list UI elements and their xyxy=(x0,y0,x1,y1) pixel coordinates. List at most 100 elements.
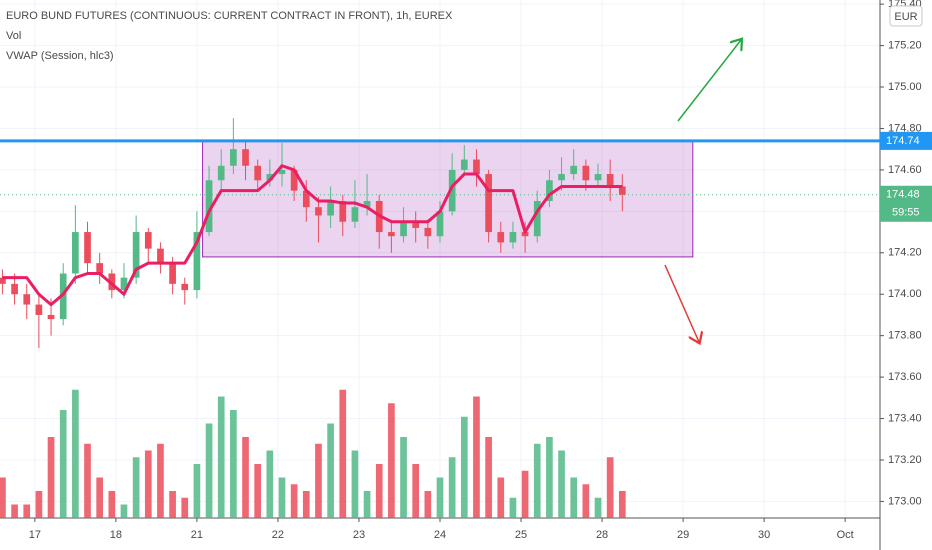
volume-bar xyxy=(521,470,529,518)
candle-body xyxy=(144,232,152,249)
volume-bar xyxy=(448,457,456,518)
y-tick-label: 173.20 xyxy=(888,454,922,466)
candle-body xyxy=(242,149,249,166)
volume-bar xyxy=(217,396,225,518)
volume-bar xyxy=(59,410,67,518)
candle-body xyxy=(278,169,286,175)
candle-body xyxy=(570,165,578,175)
candle-body xyxy=(473,159,480,175)
volume-bar xyxy=(424,491,432,518)
candle-body xyxy=(266,174,274,181)
x-tick-label: 23 xyxy=(353,529,365,541)
candle-body xyxy=(120,277,128,291)
candle-body xyxy=(618,186,626,195)
volume-bar xyxy=(35,491,43,518)
x-tick-label: 25 xyxy=(515,529,527,541)
volume-bar xyxy=(558,450,565,518)
volume-bar xyxy=(339,389,347,518)
legend-vol: Vol xyxy=(6,30,21,42)
volume-bar xyxy=(388,403,395,518)
candle-body xyxy=(412,221,420,228)
candle-body xyxy=(230,149,237,166)
candle-body xyxy=(424,227,432,237)
y-tick-label: 173.60 xyxy=(888,371,922,383)
candle-body xyxy=(558,174,565,181)
candle-body xyxy=(436,211,444,237)
x-tick-label: 24 xyxy=(434,529,446,541)
candle-body xyxy=(35,304,43,315)
y-tick-label: 173.00 xyxy=(888,495,922,507)
volume-bar xyxy=(497,477,505,518)
volume-bar xyxy=(84,443,91,518)
candle-body xyxy=(460,159,468,170)
candle-body xyxy=(509,232,517,243)
y-tick-label: 175.00 xyxy=(888,81,922,93)
last-price-label: 174.48 xyxy=(886,189,920,201)
y-tick-label: 174.80 xyxy=(888,122,922,134)
volume-bar xyxy=(193,464,201,518)
volume-bar xyxy=(473,396,480,518)
volume-bar xyxy=(582,484,590,518)
volume-bar xyxy=(0,477,6,518)
x-tick-label: 22 xyxy=(272,529,284,541)
candle-body xyxy=(84,232,91,264)
volume-bar xyxy=(302,491,310,518)
candle-body xyxy=(96,263,104,274)
volume-bar xyxy=(72,389,79,518)
volume-bar xyxy=(254,464,262,518)
y-tick-label: 174.60 xyxy=(888,164,922,176)
volume-bar xyxy=(290,484,298,518)
volume-bar xyxy=(242,437,249,518)
candle-body xyxy=(181,283,189,291)
up-arrow xyxy=(677,40,741,122)
candle-body xyxy=(448,169,456,212)
candle-body xyxy=(169,263,176,284)
candle-body xyxy=(363,200,371,208)
candle-body xyxy=(594,174,602,181)
x-tick-label: 18 xyxy=(110,529,122,541)
volume-bar xyxy=(181,497,189,518)
candle-body xyxy=(217,165,225,181)
candle-body xyxy=(485,174,492,233)
candle-body xyxy=(290,169,298,191)
volume-bar xyxy=(108,491,116,518)
down-arrow xyxy=(664,264,699,342)
currency-box[interactable] xyxy=(889,5,923,27)
candle-body xyxy=(205,180,213,233)
candle-body xyxy=(533,200,541,237)
last-price-box xyxy=(880,185,932,222)
candle-body xyxy=(315,207,322,216)
volume-bar xyxy=(157,443,164,518)
volume-bar xyxy=(351,450,359,518)
volume-bar xyxy=(96,477,104,518)
candle-body xyxy=(0,277,6,284)
volume-bar xyxy=(460,416,468,518)
volume-bar xyxy=(606,457,614,518)
volume-bar xyxy=(509,497,517,518)
y-tick-label: 175.20 xyxy=(888,39,922,51)
volume-bar xyxy=(47,437,55,518)
candle-body xyxy=(497,232,505,243)
candle-body xyxy=(339,200,347,222)
volume-bar xyxy=(205,423,213,518)
currency[interactable]: EUR xyxy=(894,11,917,23)
candle-body xyxy=(582,165,590,181)
candle-body xyxy=(157,248,164,264)
x-tick-label: 17 xyxy=(29,529,41,541)
volume-bar xyxy=(363,491,371,518)
volume-bar xyxy=(436,477,444,518)
volume-bar xyxy=(120,504,128,518)
volume-bar xyxy=(315,443,322,518)
volume-bar xyxy=(594,497,602,518)
volume-bar xyxy=(618,491,626,518)
volume-bar xyxy=(11,504,18,518)
volume-bar xyxy=(546,437,553,518)
candle-body xyxy=(108,273,116,291)
candle-body xyxy=(327,200,334,216)
volume-bar xyxy=(230,410,237,518)
vwap-line xyxy=(2,164,623,307)
candle-body xyxy=(400,221,407,237)
volume-bar xyxy=(169,491,176,518)
candle-body xyxy=(47,314,55,320)
